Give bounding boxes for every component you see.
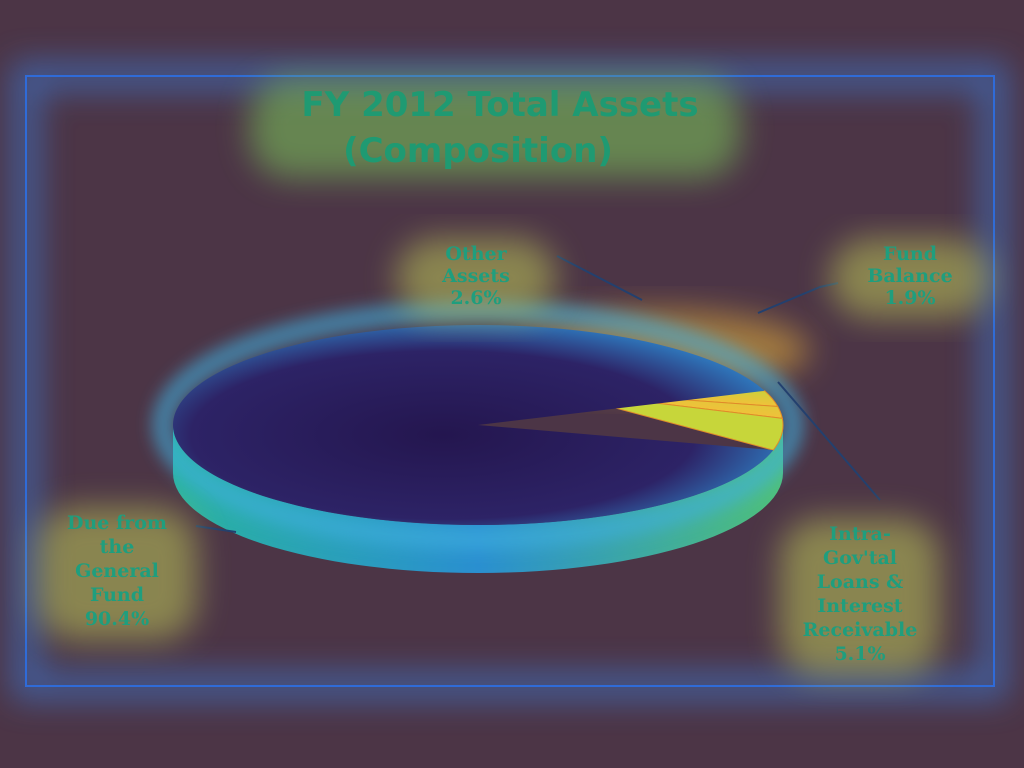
pie-chart (152, 300, 810, 573)
chart-subtitle: (Composition) (343, 131, 613, 171)
label-intra-govtal-line: Loans & (817, 571, 904, 593)
leader-line-fund-balance (757, 282, 839, 314)
label-intra-govtal-glow (780, 518, 940, 676)
label-due-from-line: General (75, 560, 159, 582)
label-due-from-line: the (100, 536, 135, 558)
label-intra-govtal-line: Gov'tal (823, 547, 897, 569)
title-group: FY 2012 Total Assets (Composition) (250, 78, 740, 178)
label-fund-balance-line: Fund (883, 243, 937, 265)
pie-slice-due-from (172, 325, 774, 525)
label-other-assets-glow (396, 238, 556, 318)
label-other-assets-line: Assets (441, 265, 510, 287)
label-intra-govtal-value: 5.1% (834, 643, 885, 665)
title-glow (250, 78, 740, 178)
chart-title: FY 2012 Total Assets (301, 85, 698, 125)
label-intra-govtal-line: Receivable (803, 619, 918, 641)
leader-line-other-assets (556, 255, 643, 301)
slice-labels: Due fromtheGeneralFund90.4%OtherAssets2.… (37, 238, 990, 676)
label-fund-balance-value: 1.9% (884, 287, 935, 309)
label-intra-govtal-line: Interest (817, 595, 902, 617)
label-other-assets-value: 2.6% (450, 287, 501, 309)
label-due-from-value: 90.4% (85, 608, 149, 630)
leader-line-due-from (195, 525, 237, 533)
label-due-from-line: Due from (67, 512, 167, 534)
leader-line-intra-govtal (777, 381, 881, 501)
pie-side (173, 425, 783, 573)
label-fund-balance-glow (830, 238, 990, 318)
label-due-from-line: Fund (90, 584, 144, 606)
label-other-assets-line: Other (445, 243, 507, 265)
label-intra-govtal-line: Intra- (829, 523, 891, 545)
label-due-from-glow (37, 507, 197, 641)
chart-frame (25, 75, 995, 687)
label-fund-balance-line: Balance (867, 265, 952, 287)
